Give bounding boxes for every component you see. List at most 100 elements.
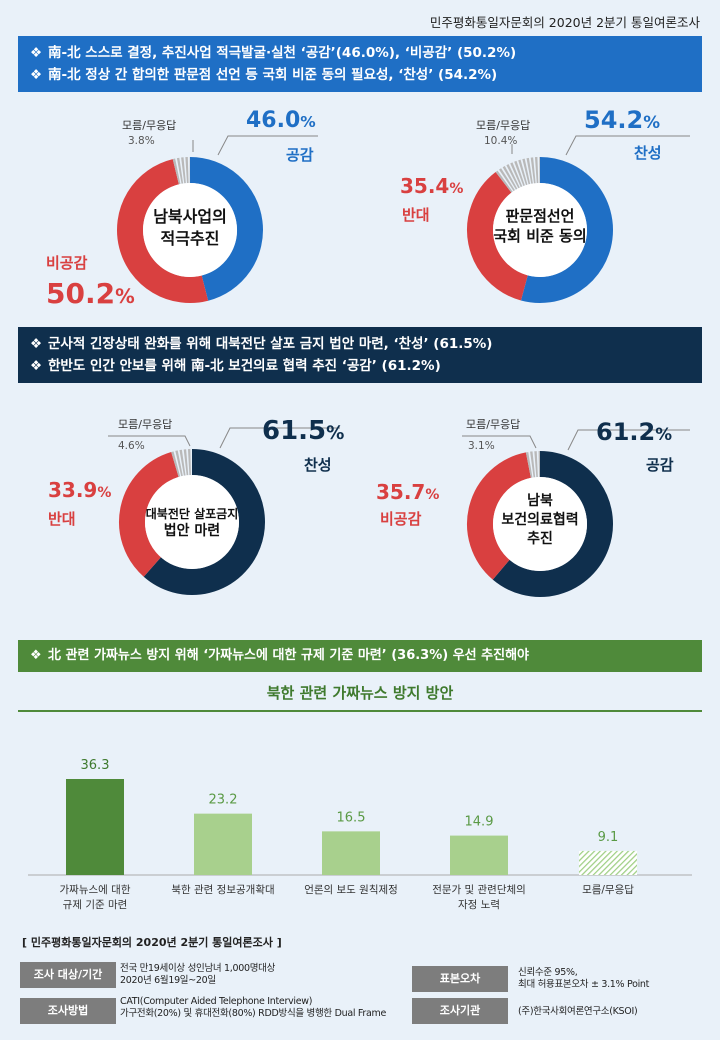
category-label: 모름/무응답 bbox=[582, 884, 634, 896]
bar bbox=[66, 779, 124, 875]
info-label: 조사방법 bbox=[20, 998, 116, 1024]
disagree-label: 반대 bbox=[48, 510, 76, 528]
info-label: 조사기관 bbox=[412, 998, 508, 1024]
donut-chart-health-cooperation bbox=[440, 400, 720, 620]
disagree-value: 33.9% bbox=[48, 478, 112, 502]
summary-banner-3: ❖ 北 관련 가짜뉴스 방지 위해 ‘가짜뉴스에 대한 규제 기준 마련’ (36… bbox=[18, 640, 702, 672]
donut-center-title: 남북사업의 적극추진 bbox=[153, 207, 227, 248]
category-label: 전문가 및 관련단체의 bbox=[432, 884, 526, 896]
disagree-value: 50.2% bbox=[46, 277, 135, 310]
info-value: CATI(Computer Aided Telephone Interview)… bbox=[120, 996, 387, 1020]
slice-disagree bbox=[117, 159, 209, 303]
slice-dont-know bbox=[495, 157, 541, 194]
donut-hole bbox=[143, 183, 237, 277]
dk-label: 모름/무응답 bbox=[466, 418, 521, 431]
dk-label: 모름/무응답 bbox=[122, 119, 177, 132]
category-label: 자정 노력 bbox=[458, 899, 500, 911]
slice-disagree bbox=[119, 452, 180, 577]
banner-line: 南-北 스스로 결정, 추진사업 적극발굴·실천 ‘공감’(46.0%), ‘비… bbox=[48, 45, 517, 61]
slice-disagree bbox=[467, 172, 529, 301]
dk-value: 3.1% bbox=[468, 440, 495, 452]
survey-info-box: [ 민주평화통일자문회의 2020년 2분기 통일여론조사 ] 조사 대상/기간… bbox=[18, 934, 702, 1034]
agree-value: 46.0% bbox=[246, 108, 316, 133]
survey-header: 민주평화통일자문회의 2020년 2분기 통일여론조사 bbox=[429, 15, 700, 30]
disagree-label: 반대 bbox=[402, 206, 430, 224]
agree-value: 61.2% bbox=[596, 418, 673, 446]
slice-dont-know bbox=[171, 449, 193, 478]
leader-line bbox=[567, 429, 690, 451]
bullet-icon: ❖ bbox=[30, 67, 43, 83]
agree-value: 54.2% bbox=[584, 106, 661, 134]
donut-chart-inter-korean-projects bbox=[88, 100, 368, 330]
slice-agree bbox=[143, 449, 265, 595]
slice-agree bbox=[189, 157, 263, 301]
summary-banner-2: ❖ 군사적 긴장상태 완화를 위해 대북전단 살포 금지 법안 마련, ‘찬성’ … bbox=[18, 327, 702, 383]
disagree-value: 35.7% bbox=[376, 480, 440, 504]
bullet-icon: ❖ bbox=[30, 358, 43, 374]
leader-line bbox=[565, 135, 690, 156]
dk-value: 3.8% bbox=[128, 135, 155, 147]
bar-chart-title: 북한 관련 가짜뉴스 방지 방안 bbox=[266, 684, 454, 702]
agree-label: 찬성 bbox=[634, 144, 662, 162]
dk-value: 10.4% bbox=[484, 135, 518, 147]
bullet-icon: ❖ bbox=[30, 648, 42, 663]
leader-line bbox=[462, 435, 537, 449]
leader-line bbox=[219, 427, 340, 449]
bar bbox=[450, 835, 508, 875]
survey-info-title: [ 민주평화통일자문회의 2020년 2분기 통일여론조사 ] bbox=[22, 936, 282, 949]
bullet-icon: ❖ bbox=[30, 45, 43, 61]
bar bbox=[194, 813, 252, 875]
agree-label: 찬성 bbox=[304, 456, 332, 474]
bar-value-label: 16.5 bbox=[337, 810, 366, 825]
info-label: 표본오차 bbox=[412, 966, 508, 992]
agree-label: 공감 bbox=[646, 456, 674, 474]
slice-dont-know bbox=[525, 451, 541, 478]
dk-value: 4.6% bbox=[118, 440, 145, 452]
slice-disagree bbox=[467, 452, 532, 580]
bar-value-label: 36.3 bbox=[81, 758, 110, 773]
donut-svg bbox=[467, 135, 690, 303]
leader-line bbox=[108, 435, 191, 447]
leader-line bbox=[217, 135, 318, 156]
disagree-label: 비공감 bbox=[380, 510, 422, 528]
title-rule bbox=[18, 710, 702, 712]
agree-label: 공감 bbox=[286, 146, 314, 164]
dk-label: 모름/무응답 bbox=[118, 418, 173, 431]
donut-svg bbox=[462, 429, 690, 597]
slice-dont-know bbox=[172, 157, 191, 185]
donut-chart-panmunjom-ratification bbox=[440, 100, 720, 330]
donut-hole bbox=[145, 475, 239, 569]
bar-value-label: 9.1 bbox=[598, 830, 619, 845]
info-label: 조사 대상/기간 bbox=[20, 962, 116, 988]
slice-agree bbox=[492, 451, 613, 597]
donut-svg bbox=[108, 427, 340, 595]
category-label: 규제 기준 마련 bbox=[63, 899, 128, 911]
donut-svg bbox=[117, 135, 318, 303]
bar bbox=[322, 831, 380, 875]
donut-hole bbox=[493, 183, 587, 277]
info-value: 신뢰수준 95%, 최대 허용표본오차 ± 3.1% Point bbox=[518, 967, 650, 991]
donut-hole bbox=[493, 477, 587, 571]
category-label: 언론의 보도 원칙제정 bbox=[304, 884, 398, 896]
agree-value: 61.5% bbox=[262, 416, 345, 446]
banner-line: 군사적 긴장상태 완화를 위해 대북전단 살포 금지 법안 마련, ‘찬성’ (… bbox=[48, 336, 493, 352]
bar-value-label: 23.2 bbox=[209, 793, 238, 808]
info-value: (주)한국사회여론연구소(KSOI) bbox=[518, 1006, 638, 1017]
info-value: 전국 만19세이상 성인남녀 1,000명대상 2020년 6월19일~20일 bbox=[120, 963, 276, 987]
donut-chart-leaflet-ban bbox=[90, 400, 370, 620]
donut-center-title: 남북 보건의료협력 추진 bbox=[501, 493, 579, 547]
summary-banner-1: ❖ 南-北 스스로 결정, 추진사업 적극발굴·실천 ‘공감’(46.0%), ‘… bbox=[18, 36, 702, 92]
category-label: 북한 관련 정보공개확대 bbox=[171, 883, 274, 896]
bar bbox=[579, 850, 637, 875]
bullet-icon: ❖ bbox=[30, 336, 43, 352]
dk-label: 모름/무응답 bbox=[476, 119, 531, 132]
banner-line: 한반도 인간 안보를 위해 南-北 보건의료 협력 추진 ‘공감’ (61.2%… bbox=[48, 358, 441, 374]
slice-agree bbox=[520, 157, 613, 303]
donut-center-title: 대북전단 살포금지 법안 마련 bbox=[145, 507, 239, 540]
bar-value-label: 14.9 bbox=[465, 815, 494, 830]
banner-line: 北 관련 가짜뉴스 방지 위해 ‘가짜뉴스에 대한 규제 기준 마련’ (36.… bbox=[48, 648, 530, 663]
disagree-value: 35.4% bbox=[400, 174, 464, 198]
disagree-label: 비공감 bbox=[46, 254, 88, 272]
banner-line: 南-北 정상 간 합의한 판문점 선언 등 국회 비준 동의 필요성, ‘찬성’… bbox=[48, 67, 498, 83]
